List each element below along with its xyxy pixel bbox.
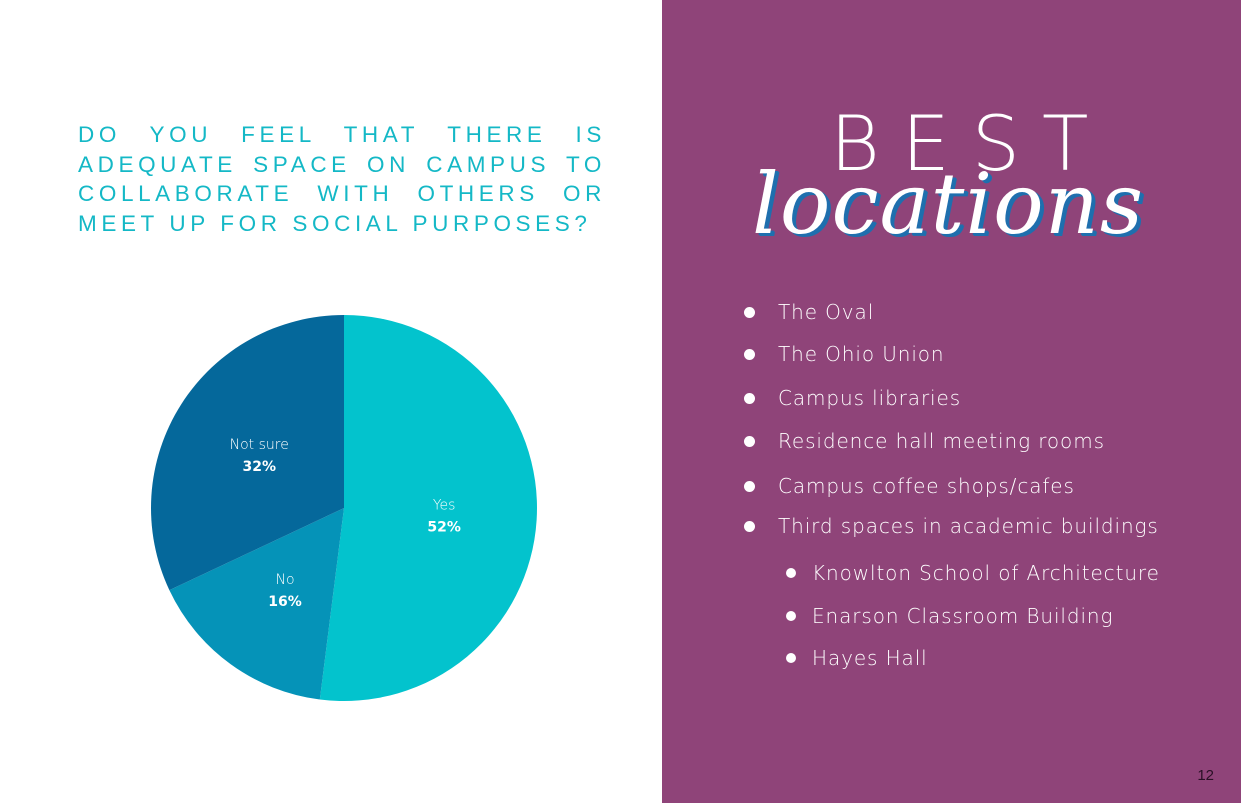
pie-slice-value: 52% [427, 519, 461, 535]
pie-slice-label: Not sure [230, 437, 289, 453]
pie-slice-value: 16% [268, 594, 302, 610]
pie-slice-label: Yes [433, 497, 456, 513]
pie-slice-not-sure [150, 315, 344, 591]
page-number: 12 [1197, 767, 1214, 784]
pie-slice-yes [319, 315, 537, 701]
pie-slice-value: 32% [243, 459, 277, 475]
pie-slice-label: No [275, 572, 294, 588]
title-best: BEST [830, 99, 1111, 188]
title-locations: locations [752, 155, 1144, 253]
pie-slice-no [169, 508, 344, 700]
survey-question: DO YOU FEEL THAT THERE IS ADEQUATE SPACE… [78, 122, 606, 236]
pie-chart: Yes 52% No 16% Not sure 32% [150, 315, 537, 701]
right-panel [662, 0, 1241, 803]
